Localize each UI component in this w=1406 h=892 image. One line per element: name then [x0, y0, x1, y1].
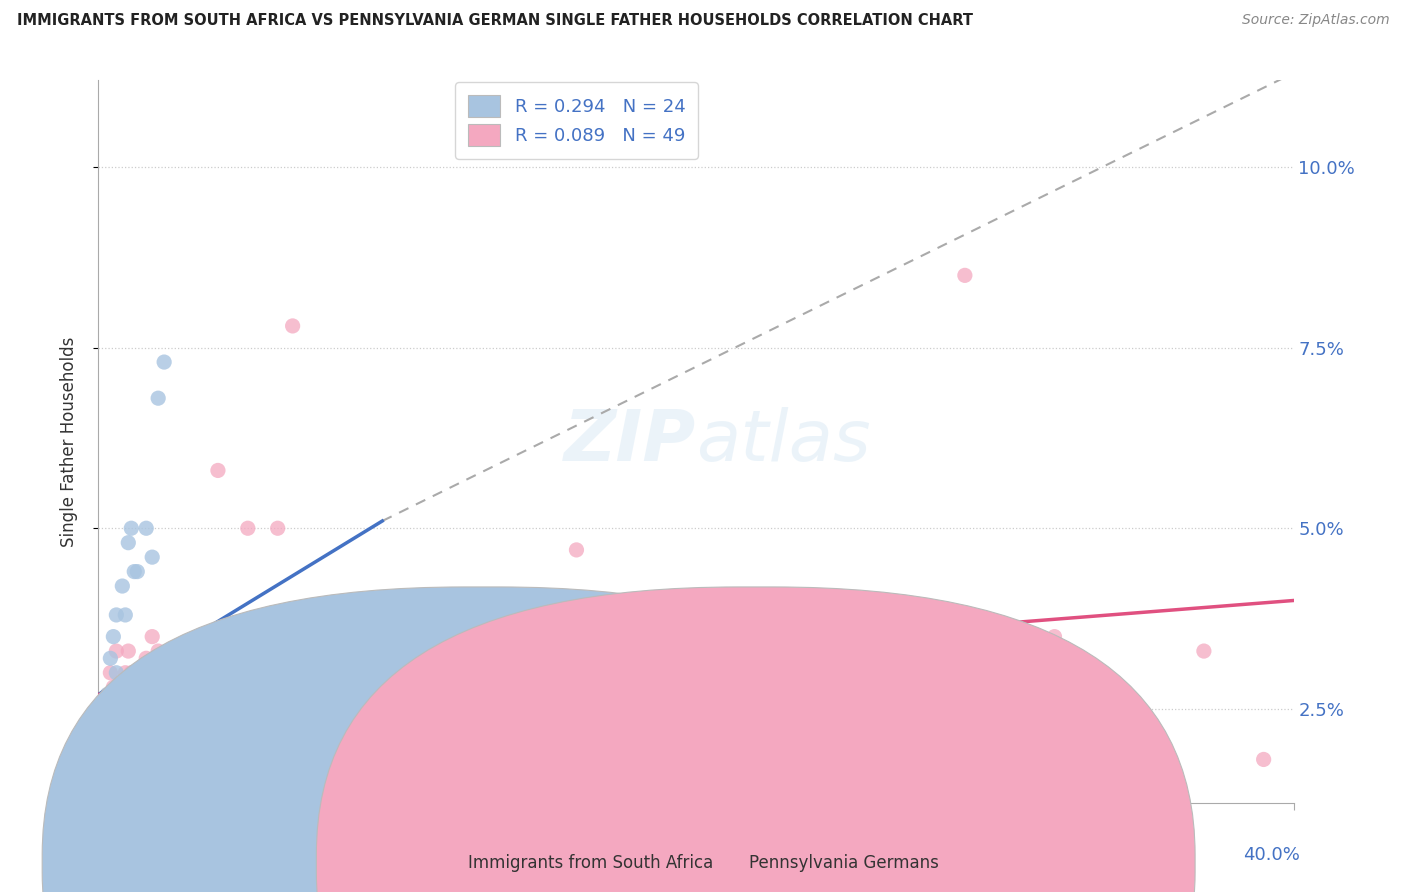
Point	[162, 738, 184, 752]
Point	[93, 702, 115, 716]
Point	[135, 521, 157, 535]
Point	[150, 665, 173, 680]
Point	[506, 723, 529, 738]
Point	[953, 268, 976, 283]
Point	[207, 723, 229, 738]
Point	[93, 695, 115, 709]
Point	[446, 723, 468, 738]
Point	[135, 651, 157, 665]
Text: ZIP: ZIP	[564, 407, 696, 476]
Point	[108, 702, 131, 716]
Point	[105, 665, 128, 680]
Text: Pennsylvania Germans: Pennsylvania Germans	[748, 855, 939, 872]
Point	[156, 702, 179, 716]
Point	[685, 680, 707, 694]
Point	[127, 565, 149, 579]
Point	[1133, 738, 1156, 752]
Point	[865, 607, 887, 622]
Legend: R = 0.294   N = 24, R = 0.089   N = 49: R = 0.294 N = 24, R = 0.089 N = 49	[456, 82, 697, 159]
Point	[143, 680, 166, 694]
Point	[103, 680, 125, 694]
Point	[114, 607, 136, 622]
Point	[1253, 752, 1275, 766]
Point	[356, 738, 378, 752]
Point	[105, 607, 128, 622]
Point	[167, 680, 190, 694]
Point	[124, 687, 146, 701]
Point	[281, 318, 304, 333]
Point	[385, 651, 409, 665]
Text: atlas: atlas	[696, 407, 870, 476]
Point	[153, 355, 176, 369]
Point	[207, 463, 229, 477]
Point	[98, 665, 122, 680]
Point	[326, 630, 349, 644]
Text: IMMIGRANTS FROM SOUTH AFRICA VS PENNSYLVANIA GERMAN SINGLE FATHER HOUSEHOLDS COR: IMMIGRANTS FROM SOUTH AFRICA VS PENNSYLV…	[17, 13, 973, 29]
Point	[138, 680, 160, 694]
Text: Immigrants from South Africa: Immigrants from South Africa	[468, 855, 713, 872]
Point	[103, 716, 125, 731]
Point	[96, 723, 118, 738]
Point	[1192, 644, 1215, 658]
Point	[111, 687, 134, 701]
Point	[124, 565, 146, 579]
Point	[201, 665, 224, 680]
Point	[141, 630, 163, 644]
Point	[267, 521, 290, 535]
Point	[153, 665, 176, 680]
Point	[148, 644, 170, 658]
Point	[148, 391, 170, 405]
Point	[236, 521, 259, 535]
Point	[177, 651, 200, 665]
Point	[565, 542, 588, 557]
Point	[96, 738, 118, 752]
Point	[129, 665, 152, 680]
Point	[103, 630, 125, 644]
Y-axis label: Single Father Households: Single Father Households	[59, 336, 77, 547]
Point	[162, 665, 184, 680]
Point	[120, 665, 142, 680]
Text: 40.0%: 40.0%	[1243, 847, 1299, 864]
Point	[141, 550, 163, 565]
Point	[120, 521, 142, 535]
Point	[127, 702, 149, 716]
Point	[117, 535, 139, 549]
Point	[1043, 630, 1066, 644]
Point	[804, 665, 827, 680]
Point	[191, 665, 214, 680]
Text: Source: ZipAtlas.com: Source: ZipAtlas.com	[1241, 13, 1389, 28]
Point	[183, 665, 205, 680]
Point	[114, 665, 136, 680]
Point	[90, 702, 112, 716]
Point	[96, 687, 118, 701]
Text: 0.0%: 0.0%	[93, 847, 138, 864]
Point	[117, 644, 139, 658]
Point	[222, 644, 245, 658]
Point	[105, 644, 128, 658]
Point	[96, 723, 118, 738]
Point	[93, 738, 115, 752]
Point	[90, 723, 112, 738]
Point	[207, 651, 229, 665]
Point	[132, 665, 155, 680]
Point	[267, 615, 290, 630]
Point	[98, 651, 122, 665]
Point	[111, 579, 134, 593]
